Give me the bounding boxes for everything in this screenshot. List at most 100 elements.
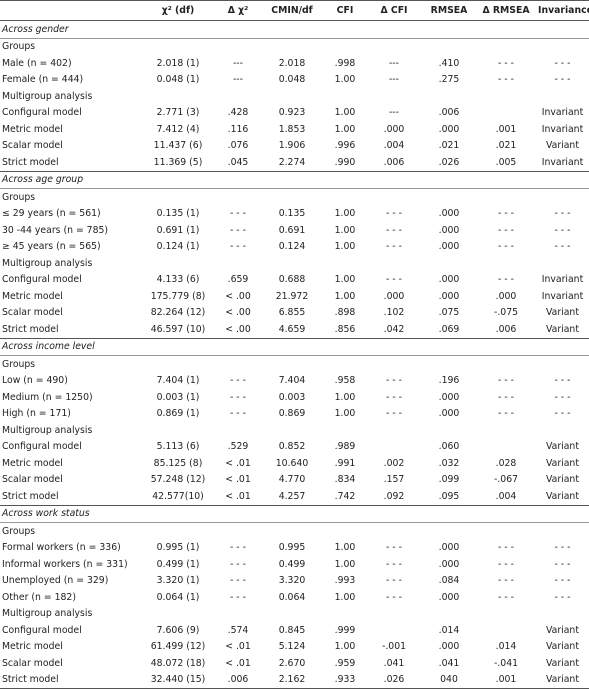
cell: .006 (438, 107, 460, 119)
data-row: Female (n = 444) 0.048 (1) --- 0.048 1.00 ---… (0, 72, 589, 89)
data-row: Male (n = 402) 2.018 (1) --- 2.018 .998 --- .4… (0, 55, 589, 72)
cell: < .00 (225, 307, 251, 319)
cell: .958 (334, 375, 356, 387)
cell: 7.412 (4) (156, 123, 200, 135)
data-row: Strict model 46.597 (10) < .00 4.659 .856 .04… (0, 321, 589, 338)
cell: .000 (438, 542, 460, 554)
cell: Invariant (541, 123, 584, 135)
cell: - - - (230, 224, 246, 236)
cell: - - - (554, 224, 571, 236)
subheading: Groups (2, 41, 36, 53)
data-row: 30 -44 years (n = 785) 0.691 (1) - - - 0.69… (0, 222, 589, 239)
cell: 7.606 (9) (156, 624, 200, 636)
section-title: Across age group (0, 170, 589, 189)
cell: 1.00 (334, 542, 356, 554)
cell: 175.779 (8) (150, 290, 206, 302)
cell: - - - (498, 241, 514, 253)
cell: - - - (386, 224, 402, 236)
empty-cell (366, 622, 422, 639)
cell: .959 (334, 657, 356, 669)
cell: < .01 (225, 490, 251, 502)
cell: Variant (546, 140, 579, 152)
cell: --- (232, 57, 244, 69)
cell: 4.257 (278, 490, 306, 502)
cell: .898 (334, 307, 356, 319)
cell: 0.691 (1) (156, 224, 200, 236)
cell: 0.995 (278, 542, 306, 554)
data-row: Informal workers (n = 331) 0.499 (1) - - -… (0, 556, 589, 573)
cell: .006 (216, 671, 260, 689)
cell: - - - (498, 57, 514, 69)
cell: 1.00 (334, 558, 356, 570)
data-row: Other (n = 182) 0.064 (1) - - - 0.064 1.00 - … (0, 589, 589, 606)
cell: 4.133 (6) (156, 274, 200, 286)
header-cell: CMIN/df (260, 0, 324, 21)
section-row: Across income level (0, 337, 589, 356)
cell: 0.923 (278, 107, 306, 119)
subheading-row: Multigroup analysis (0, 422, 589, 439)
cell: - - - (554, 375, 571, 387)
cell: .004 (495, 490, 517, 502)
cell: --- (388, 107, 400, 119)
cell: .084 (438, 575, 460, 587)
row-label: Male (n = 402) (2, 57, 72, 69)
cell: Variant (546, 307, 579, 319)
data-row: Scalar model 11.437 (6) .076 1.906 .996 .004.… (0, 138, 589, 155)
cell: .026 (366, 671, 422, 689)
data-row: Scalar model 57.248 (12) < .01 4.770 .834 .15… (0, 472, 589, 489)
subheading-row: Groups (0, 38, 589, 55)
cell: .095 (438, 490, 460, 502)
subheading-row: Multigroup analysis (0, 606, 589, 623)
cell: 0.869 (278, 408, 306, 420)
cell: .004 (383, 140, 405, 152)
cell: .000 (438, 290, 460, 302)
subheading: Groups (2, 191, 36, 203)
cell: .000 (438, 408, 460, 420)
data-row: Configural model 4.133 (6) .659 0.688 1.00 - … (0, 272, 589, 289)
row-label: Configural model (2, 107, 82, 119)
row-label: Scalar model (2, 657, 63, 669)
row-label: Other (n = 182) (2, 591, 76, 603)
cell: .574 (227, 624, 249, 636)
row-label: Low (n = 490) (2, 375, 68, 387)
cell: - - - (386, 208, 402, 220)
cell: .000 (438, 208, 460, 220)
cell: 5.113 (6) (156, 441, 200, 453)
cell: .196 (438, 375, 460, 387)
cell: .014 (438, 624, 460, 636)
cell: < .01 (225, 457, 251, 469)
header-cell: CFI (324, 0, 366, 21)
cell: - - - (554, 558, 571, 570)
cell: .856 (334, 323, 356, 335)
cell: 48.072 (18) (150, 657, 206, 669)
header-cell: RMSEA (422, 0, 476, 21)
cell: 10.640 (275, 457, 309, 469)
cell: 1.00 (334, 107, 356, 119)
cell: .076 (227, 140, 249, 152)
cell: 0.691 (278, 224, 306, 236)
cell: 0.048 (278, 74, 306, 86)
cell: - - - (554, 575, 571, 587)
header-cell: Δ RMSEA (476, 0, 536, 21)
subheading: Multigroup analysis (2, 424, 93, 436)
empty-cell (476, 105, 536, 122)
header-cell: χ² (df) (140, 0, 216, 21)
cell: 1.00 (334, 208, 356, 220)
cell: Variant (546, 323, 579, 335)
cell: .041 (383, 657, 405, 669)
subheading: Groups (2, 525, 36, 537)
cell: Invariant (541, 156, 584, 168)
row-label: Metric model (2, 123, 63, 135)
cell: 85.125 (8) (153, 457, 203, 469)
row-label: Strict model (2, 490, 59, 502)
data-row: Strict model 32.440 (15) .006 2.162.933.026… (0, 671, 589, 689)
cell: .002 (383, 457, 405, 469)
row-label: Scalar model (2, 474, 63, 486)
subheading-row: Groups (0, 523, 589, 540)
cell: .045 (227, 156, 249, 168)
data-row: Strict model 42.577(10) < .01 4.257 .742 .092… (0, 488, 589, 505)
cell: 0.499 (1) (156, 558, 200, 570)
header-cell: Δ χ² (216, 0, 260, 21)
section-title: Across income level (0, 337, 589, 356)
section-title: Across work status (0, 504, 589, 523)
